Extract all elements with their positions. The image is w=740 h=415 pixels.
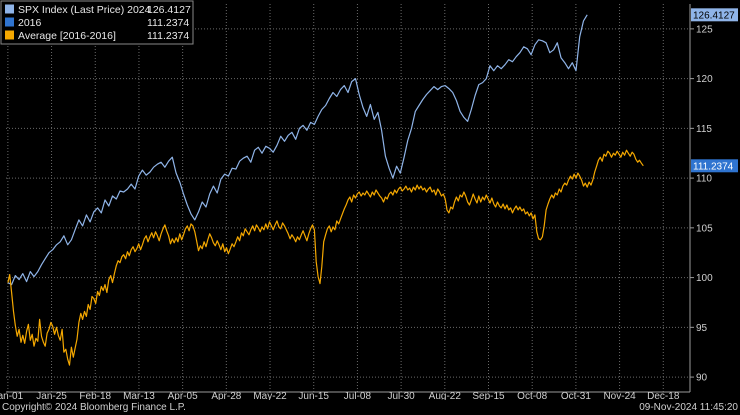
x-axis-ticks: Jan-01 Jan-25 Feb-18 Mar-13 Apr-05 Apr-28 May-… [0, 391, 680, 400]
legend-value: 111.2374 [147, 30, 189, 42]
y-axis-ticks: 90 95 100 105 110 115 120 125 [690, 24, 713, 384]
y-tick-label: 100 [696, 273, 713, 284]
y-tick-label: 120 [696, 74, 713, 85]
x-tick-label: Oct-08 [517, 391, 547, 400]
chart-lines [7, 14, 644, 366]
x-tick-label: Dec-18 [647, 391, 680, 400]
last-value-label: 111.2374 [693, 161, 734, 172]
x-tick-label: Aug-22 [429, 391, 462, 400]
y-tick-label: 115 [696, 124, 712, 135]
x-tick-label: Nov-24 [603, 391, 636, 400]
chart-grid [6, 4, 691, 393]
x-tick-label: Jun-15 [298, 391, 329, 400]
legend-label: Average [2016-2016] [18, 30, 116, 42]
x-tick-label: Apr-05 [168, 391, 198, 400]
last-value-badge [691, 159, 738, 173]
last-value-badge [691, 8, 738, 22]
legend-label: SPX Index (Last Price) 2024 [18, 4, 151, 16]
y-tick-label: 90 [696, 373, 708, 384]
legend-value: 111.2374 [147, 17, 189, 29]
last-value-label: 126.4127 [693, 10, 735, 21]
x-tick-label: Apr-28 [211, 391, 241, 400]
x-tick-label: Jan-25 [36, 391, 67, 400]
legend-swatch [5, 4, 14, 14]
series-line-0 [7, 14, 588, 286]
y-tick-label: 110 [696, 174, 712, 185]
y-tick-label: 105 [696, 223, 713, 234]
legend-swatch [5, 30, 14, 40]
timestamp-text: 09-Nov-2024 11:45:20 [639, 402, 738, 413]
x-tick-label: Mar-13 [123, 391, 155, 400]
legend-box [0, 0, 194, 45]
x-tick-label: Jan-01 [0, 391, 24, 400]
x-tick-label: Oct-31 [561, 391, 591, 400]
legend-swatch [5, 17, 14, 27]
x-tick-label: Jul-08 [344, 391, 372, 400]
x-tick-label: Sep-15 [472, 391, 505, 400]
y-tick-label: 125 [696, 24, 713, 35]
series-line-1 [7, 149, 644, 366]
x-tick-label: May-22 [253, 391, 287, 400]
last-value-labels: 126.4127 111.2374 [691, 8, 738, 173]
y-tick-label: 95 [696, 323, 708, 334]
legend-value: 126.4127 [147, 4, 191, 16]
legend-label: 2016 [18, 17, 42, 29]
x-tick-label: Jul-30 [387, 391, 415, 400]
copyright-text: Copyright© 2024 Bloomberg Finance L.P. [2, 402, 186, 413]
line-chart: 90 95 100 105 110 115 120 125 Jan-01 Jan-25 Feb-1… [0, 0, 738, 400]
x-tick-label: Feb-18 [79, 391, 111, 400]
